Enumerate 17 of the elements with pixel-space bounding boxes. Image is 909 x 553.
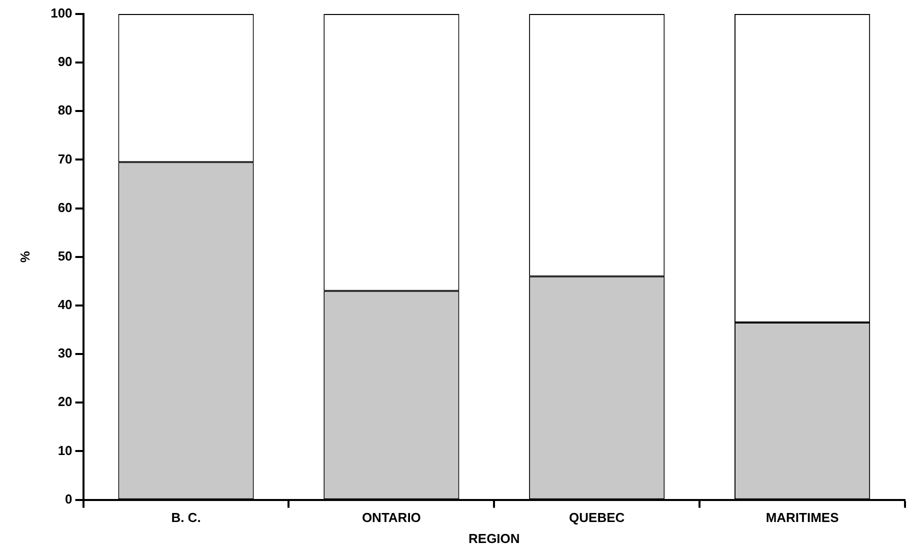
y-tick-label: 0 (65, 491, 72, 506)
y-tick-label: 30 (58, 346, 72, 361)
y-tick-label: 40 (58, 297, 72, 312)
y-tick-label: 60 (58, 200, 72, 215)
y-axis-title: % (17, 250, 32, 263)
y-tick-label: 20 (58, 394, 72, 410)
y-tick-label: 70 (58, 151, 72, 166)
y-tick-label: 10 (58, 442, 72, 458)
x-axis-title: REGION (468, 530, 520, 546)
x-tick-label: MARITIMES (766, 510, 840, 526)
y-tick-label: 90 (58, 54, 72, 70)
y-tick-label: 50 (58, 248, 72, 264)
x-tick-label: QUEBEC (569, 510, 626, 526)
x-tick-label: B. C. (171, 510, 201, 526)
y-tick-label: 80 (58, 102, 72, 118)
x-tick-label: ONTARIO (362, 510, 421, 526)
y-tick-label: 100 (50, 6, 72, 21)
